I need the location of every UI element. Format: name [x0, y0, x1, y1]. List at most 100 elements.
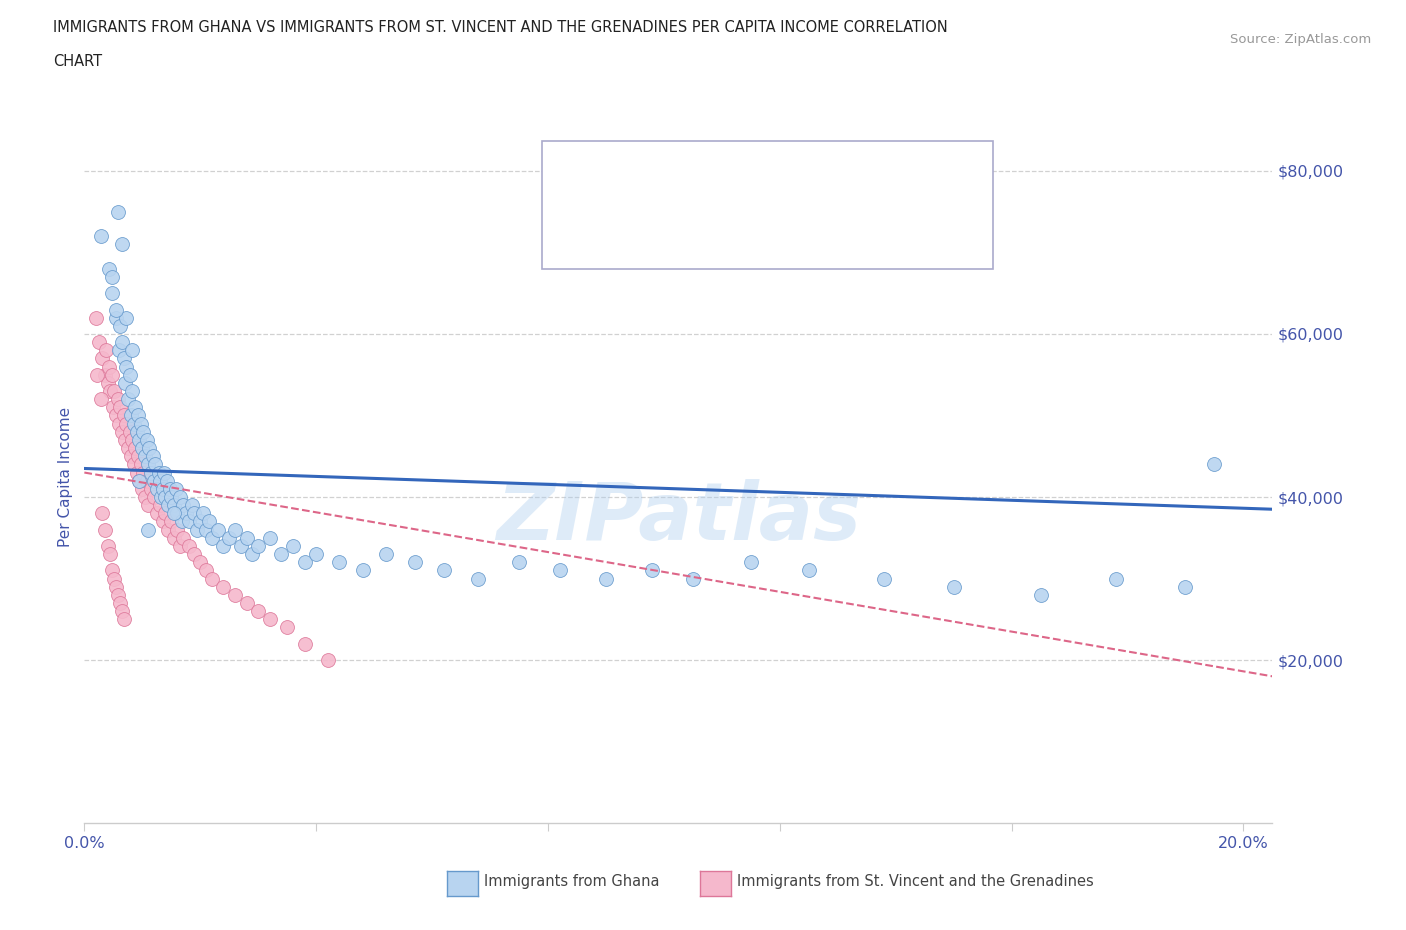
- Point: [97, 359, 120, 374]
- Point: [132, 424, 155, 439]
- Point: [121, 432, 143, 447]
- Point: [149, 473, 172, 488]
- Point: [111, 604, 134, 618]
- Point: [103, 571, 125, 586]
- Point: [942, 579, 965, 594]
- Point: [270, 547, 292, 562]
- Point: [152, 482, 174, 497]
- Text: CHART: CHART: [53, 54, 103, 69]
- Point: [172, 530, 194, 545]
- Point: [201, 530, 224, 545]
- Point: [1204, 457, 1226, 472]
- Point: [90, 506, 112, 521]
- Point: [160, 514, 183, 529]
- Point: [112, 351, 135, 365]
- Point: [128, 473, 150, 488]
- Point: [128, 473, 150, 488]
- Point: [142, 449, 165, 464]
- Point: [96, 343, 118, 358]
- Point: [96, 538, 118, 553]
- Point: [105, 408, 128, 423]
- Point: [374, 547, 396, 562]
- Point: [101, 286, 124, 300]
- Point: [107, 588, 129, 603]
- Point: [105, 579, 128, 594]
- Point: [641, 563, 664, 578]
- Point: [328, 555, 350, 570]
- Point: [127, 449, 149, 464]
- Text: Immigrants from Ghana: Immigrants from Ghana: [484, 874, 659, 889]
- Point: [134, 489, 156, 504]
- Point: [124, 400, 146, 415]
- Point: [107, 392, 129, 406]
- Point: [136, 473, 159, 488]
- Point: [224, 588, 246, 603]
- Point: [111, 335, 134, 350]
- Point: [131, 441, 153, 456]
- Point: [146, 506, 169, 521]
- Point: [120, 449, 142, 464]
- Point: [110, 400, 132, 415]
- Point: [294, 636, 316, 651]
- Point: [212, 579, 235, 594]
- Point: [201, 571, 224, 586]
- Point: [433, 563, 456, 578]
- Point: [682, 571, 704, 586]
- Point: [148, 465, 170, 480]
- Point: [242, 547, 264, 562]
- Point: [117, 392, 139, 406]
- Point: [110, 318, 132, 333]
- Point: [156, 473, 179, 488]
- Point: [136, 432, 159, 447]
- Point: [143, 457, 166, 472]
- Point: [129, 417, 152, 432]
- Point: [305, 547, 328, 562]
- Point: [127, 408, 149, 423]
- Point: [157, 522, 180, 537]
- Point: [247, 604, 270, 618]
- Point: [191, 506, 215, 521]
- Point: [195, 522, 218, 537]
- Point: [101, 270, 124, 285]
- Point: [125, 465, 148, 480]
- Point: [281, 538, 304, 553]
- Point: [131, 482, 153, 497]
- Point: [136, 457, 159, 472]
- Point: [118, 367, 141, 382]
- Point: [174, 506, 197, 521]
- Point: [247, 538, 270, 553]
- Point: [1029, 588, 1052, 603]
- Point: [165, 482, 187, 497]
- Point: [115, 417, 138, 432]
- Point: [93, 367, 115, 382]
- Point: [195, 563, 218, 578]
- Point: [103, 383, 125, 398]
- Point: [1174, 579, 1197, 594]
- Point: [797, 563, 820, 578]
- Point: [149, 489, 172, 504]
- Point: [183, 506, 205, 521]
- Point: [129, 457, 152, 472]
- Point: [87, 335, 110, 350]
- Point: [142, 489, 165, 504]
- Point: [740, 555, 762, 570]
- Point: [235, 595, 257, 610]
- Point: [108, 343, 131, 358]
- Point: [160, 489, 183, 504]
- Point: [548, 563, 571, 578]
- Point: [120, 408, 142, 423]
- Point: [114, 376, 136, 391]
- Point: [404, 555, 426, 570]
- Point: [90, 229, 112, 244]
- Point: [121, 343, 143, 358]
- Point: [163, 498, 186, 512]
- Point: [124, 441, 146, 456]
- Point: [111, 237, 134, 252]
- Point: [105, 311, 128, 325]
- Point: [142, 473, 165, 488]
- Point: [125, 424, 148, 439]
- Point: [177, 538, 200, 553]
- Point: [146, 482, 169, 497]
- Point: [93, 522, 115, 537]
- Point: [235, 530, 257, 545]
